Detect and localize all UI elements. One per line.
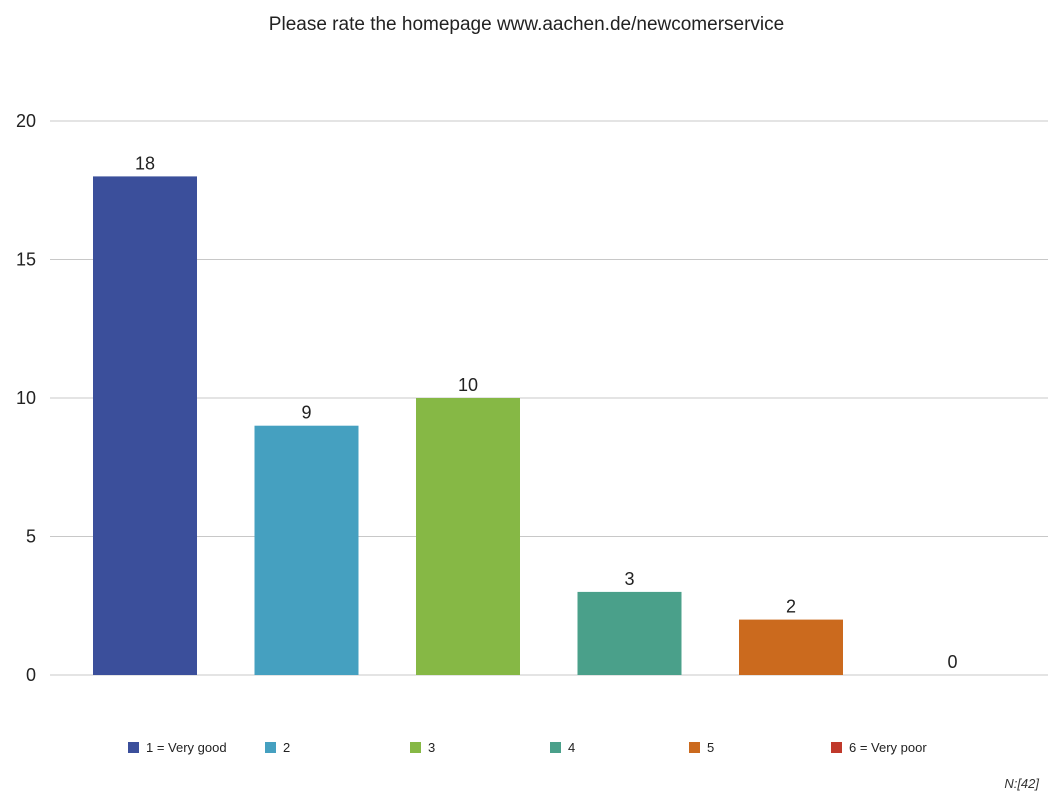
chart-legend: 1 = Very good 2 3 4 5 6 = Very poor xyxy=(0,737,1053,757)
legend-swatch xyxy=(831,741,842,753)
legend-item: 6 = Very poor xyxy=(831,737,927,757)
bar-value-label: 10 xyxy=(458,375,478,395)
y-tick-label: 5 xyxy=(26,527,36,547)
legend-swatch xyxy=(265,741,276,753)
legend-item: 4 xyxy=(550,737,575,757)
legend-item: 1 = Very good xyxy=(128,737,227,757)
bar-4 xyxy=(577,591,682,675)
bar-value-label: 3 xyxy=(624,569,634,589)
bar-value-label: 18 xyxy=(135,153,155,173)
y-tick-label: 10 xyxy=(16,388,36,408)
bar-5 xyxy=(739,619,843,675)
y-tick-label: 0 xyxy=(26,665,36,685)
bar-value-label: 0 xyxy=(947,652,957,672)
bar-2 xyxy=(254,425,359,675)
legend-label: 5 xyxy=(707,739,715,755)
legend-label: 6 = Very poor xyxy=(849,739,927,755)
legend-swatch xyxy=(410,741,421,753)
legend-item: 3 xyxy=(410,737,435,757)
legend-label: 3 xyxy=(428,739,436,755)
y-tick-label: 20 xyxy=(16,111,36,131)
legend-item: 5 xyxy=(689,737,714,757)
legend-item: 2 xyxy=(265,737,290,757)
chart-title: Please rate the homepage www.aachen.de/n… xyxy=(268,14,785,35)
legend-swatch xyxy=(689,741,700,753)
bar-1 xyxy=(93,176,197,675)
legend-swatch xyxy=(128,741,139,753)
bar-3 xyxy=(416,398,520,675)
legend-label: 4 xyxy=(568,739,576,755)
bar-value-label: 9 xyxy=(301,403,311,423)
bar-value-label: 2 xyxy=(786,597,796,617)
legend-label: 1 = Very good xyxy=(146,739,227,755)
legend-swatch xyxy=(550,741,561,753)
y-tick-label: 15 xyxy=(16,250,36,270)
sample-size-note: N:[42] xyxy=(1004,776,1039,791)
legend-label: 2 xyxy=(283,739,291,755)
